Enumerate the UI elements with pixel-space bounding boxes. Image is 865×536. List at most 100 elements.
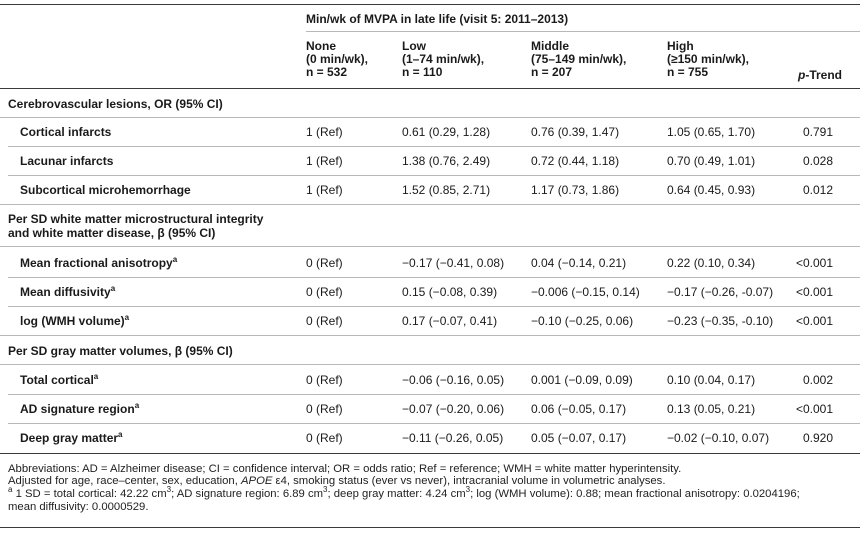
row-divider — [0, 335, 860, 336]
section-title: Per SD white matter microstructural inte… — [8, 212, 264, 226]
section-title: and white matter disease, β (95% CI) — [8, 226, 216, 240]
row-label: Total corticala — [20, 372, 99, 387]
cube-superscript: 3 — [465, 485, 471, 495]
cell-low: 1.38 (0.76, 2.49) — [402, 154, 491, 168]
row-divider — [8, 394, 860, 395]
row-divider — [0, 117, 860, 118]
row-label: AD signature regiona — [20, 401, 140, 416]
footnote-a-continued: mean diffusivity: 0.0000529. — [8, 501, 149, 513]
row-label: Subcortical microhemorrhage — [20, 183, 191, 197]
row-divider — [8, 423, 860, 424]
cell-high: −0.23 (−0.35, -0.10) — [667, 314, 774, 328]
row-label: Deep gray mattera — [20, 430, 123, 445]
cell-middle: 0.72 (0.44, 1.18) — [531, 154, 620, 168]
cell-p-trend: <0.001 — [795, 402, 833, 416]
section-title: Cerebrovascular lesions, OR (95% CI) — [8, 97, 223, 111]
cell-high: 1.05 (0.65, 1.70) — [667, 125, 756, 139]
footnote-a: a 1 SD = total cortical: 42.22 cm 3 ; AD s… — [8, 486, 800, 500]
cell-none: 0 (Ref) — [306, 373, 343, 387]
column-header-line: Low — [402, 39, 426, 53]
cell-middle: 0.06 (−0.05, 0.17) — [531, 402, 627, 416]
cell-middle: −0.10 (−0.25, 0.06) — [531, 314, 634, 328]
cell-low: 1.52 (0.85, 2.71) — [402, 183, 491, 197]
row-divider — [8, 306, 860, 307]
cell-p-trend: 0.791 — [802, 125, 833, 139]
column-header-line: n = 110 — [402, 65, 443, 79]
row-label-text: Mean diffusivity — [20, 285, 111, 299]
adjust-text: ε4, smoking status (ever vs never), intr… — [272, 475, 666, 487]
cell-low: −0.06 (−0.16, 0.05) — [402, 373, 505, 387]
row-divider — [0, 246, 860, 247]
footnote-text: ; deep gray matter: 4.24 cm — [327, 488, 466, 500]
footnote-abbreviations: Abbreviations: AD = Alzheimer disease; C… — [8, 463, 682, 475]
column-header-line: High — [667, 39, 694, 53]
cell-high: 0.13 (0.05, 0.21) — [667, 402, 756, 416]
cell-high: 0.70 (0.49, 1.01) — [667, 154, 756, 168]
cell-high: −0.17 (−0.26, -0.07) — [667, 285, 774, 299]
cell-high: −0.02 (−0.10, 0.07) — [667, 431, 770, 445]
cell-none: 1 (Ref) — [306, 183, 343, 197]
row-divider — [8, 175, 860, 176]
cell-p-trend: 0.002 — [802, 373, 833, 387]
cell-low: −0.07 (−0.20, 0.06) — [402, 402, 505, 416]
footnote-text: 1 SD = total cortical: 42.22 cm — [12, 488, 167, 500]
adjust-text: Adjusted for age, race–center, sex, educ… — [8, 475, 241, 487]
row-label: Mean diffusivitya — [20, 284, 116, 299]
cell-middle: 0.05 (−0.07, 0.17) — [531, 431, 627, 445]
row-divider — [0, 364, 860, 365]
p-italic: p — [797, 68, 806, 82]
column-header-line: None — [306, 39, 336, 53]
page-bottom-rule — [0, 527, 860, 528]
column-header-line: n = 207 — [531, 65, 573, 79]
footnote-adjustment: Adjusted for age, race–center, sex, educ… — [8, 475, 666, 487]
row-label: log (WMH volume)a — [20, 314, 129, 328]
cell-p-trend: 0.028 — [802, 154, 833, 168]
cell-none: 1 (Ref) — [306, 154, 343, 168]
row-divider — [8, 277, 860, 278]
column-header-line: (1–74 min/wk), — [402, 52, 485, 66]
gene-name: APOE — [241, 475, 273, 487]
cell-none: 1 (Ref) — [306, 125, 343, 139]
row-label-text: Total cortical — [20, 373, 94, 387]
column-header-line: (0 min/wk), — [306, 52, 369, 66]
row-label: Mean fractional anisotropya — [20, 255, 178, 270]
cell-none: 0 (Ref) — [306, 285, 343, 299]
column-header-line: n = 532 — [306, 65, 348, 79]
cell-p-trend: <0.001 — [795, 285, 833, 299]
row-label-text: AD signature region — [20, 402, 135, 416]
column-header-p-trend: p-Trend — [770, 69, 842, 82]
column-header-line: (≥150 min/wk), — [667, 52, 749, 66]
footnote-marker: a — [110, 284, 116, 293]
cell-p-trend: <0.001 — [795, 256, 833, 270]
footnote-marker: a — [8, 485, 13, 495]
footnote-marker: a — [172, 255, 178, 264]
p-trend-suffix: -Trend — [805, 68, 842, 82]
row-label-text: Mean fractional anisotropy — [20, 256, 173, 270]
footnote-marker: a — [134, 401, 140, 410]
cell-high: 0.22 (0.10, 0.34) — [667, 256, 756, 270]
cell-high: 0.64 (0.45, 0.93) — [667, 183, 756, 197]
cell-none: 0 (Ref) — [306, 431, 343, 445]
row-label: Lacunar infarcts — [20, 154, 114, 168]
cell-middle: −0.006 (−0.15, 0.14) — [531, 285, 640, 299]
column-spanner-heading: Min/wk of MVPA in late life (visit 5: 20… — [306, 12, 569, 26]
cell-low: −0.11 (−0.26, 0.05) — [402, 431, 504, 445]
cell-low: 0.15 (−0.08, 0.39) — [402, 285, 498, 299]
cell-middle: 0.76 (0.39, 1.47) — [531, 125, 620, 139]
row-label-text: Deep gray matter — [20, 431, 119, 445]
section-title: Per SD gray matter volumes, β (95% CI) — [8, 344, 233, 358]
cell-none: 0 (Ref) — [306, 402, 343, 416]
cell-p-trend: 0.920 — [802, 431, 833, 445]
footnote-marker: a — [118, 430, 123, 439]
table-top-rule — [0, 4, 860, 5]
cell-middle: 0.04 (−0.14, 0.21) — [531, 256, 627, 270]
cell-none: 0 (Ref) — [306, 314, 343, 328]
footnote-marker: a — [93, 372, 99, 381]
cell-none: 0 (Ref) — [306, 256, 343, 270]
footnote-text: ; AD signature region: 6.89 cm — [171, 488, 324, 500]
row-divider — [0, 204, 860, 205]
cell-middle: 1.17 (0.73, 1.86) — [531, 183, 620, 197]
cell-p-trend: 0.012 — [802, 183, 833, 197]
table-bottom-rule — [0, 453, 860, 454]
cell-low: 0.61 (0.29, 1.28) — [402, 125, 491, 139]
